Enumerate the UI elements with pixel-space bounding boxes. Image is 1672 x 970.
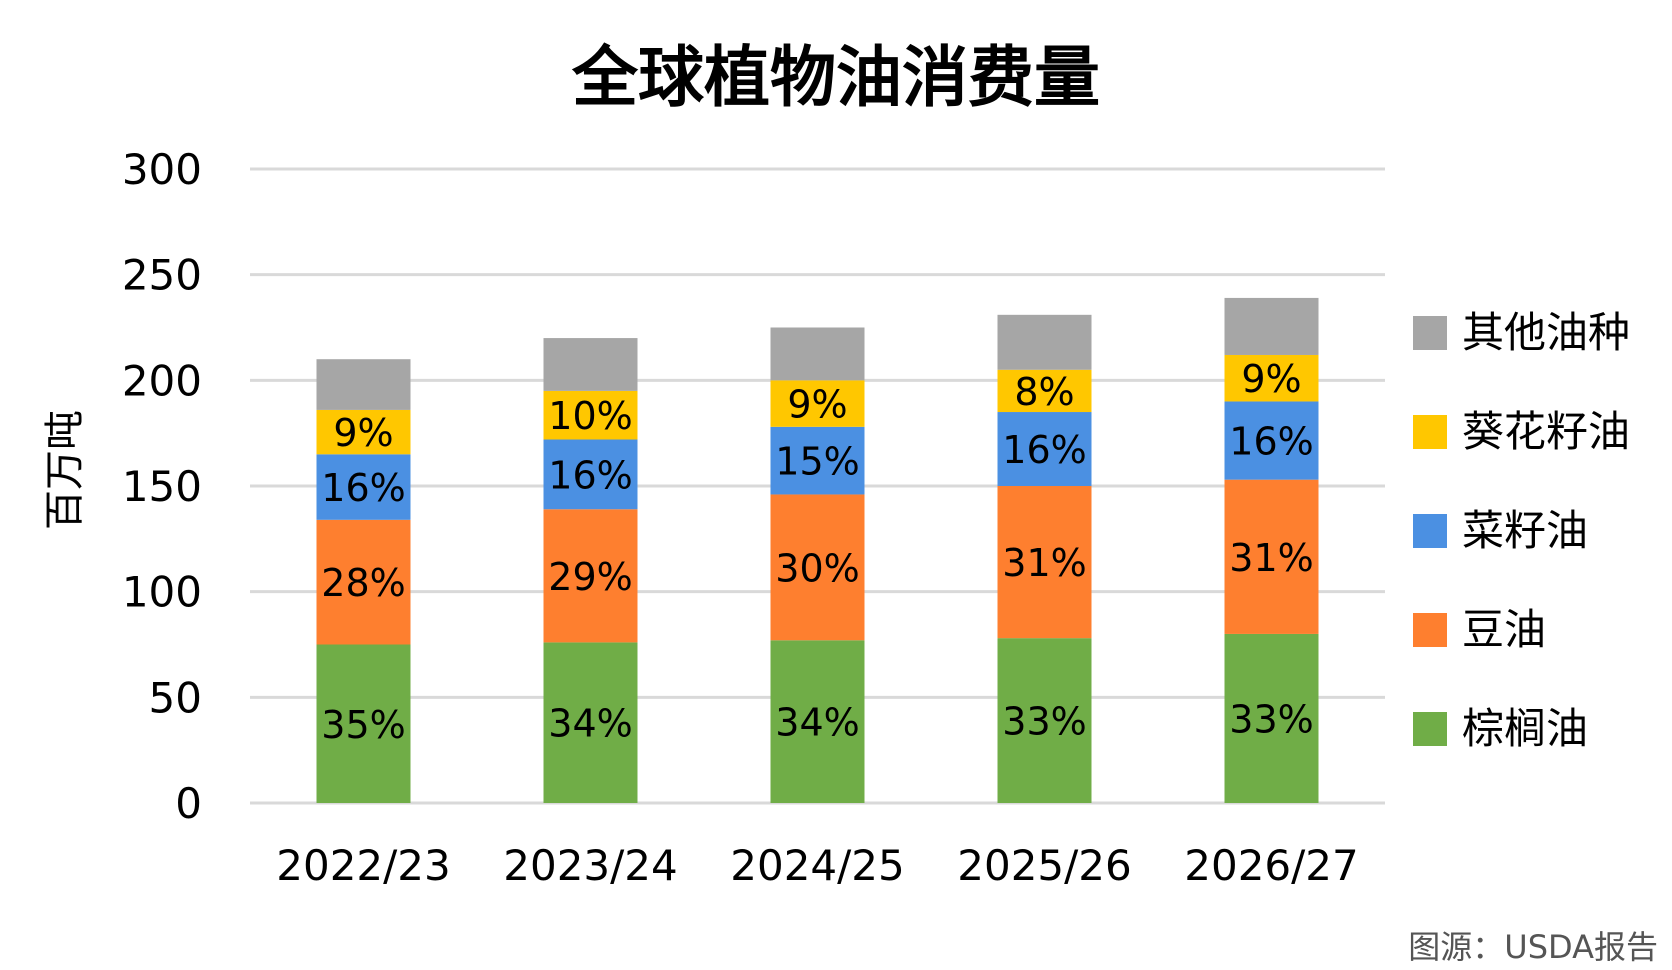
bar-segment [997, 486, 1092, 639]
y-axis-label: 百万吨 [42, 410, 88, 530]
bar-segment [543, 390, 638, 440]
legend-swatch [1413, 712, 1447, 746]
bar-segment [316, 644, 411, 803]
data-label: 33% [1229, 697, 1313, 741]
bar-segment [543, 509, 638, 643]
bar-segment [997, 412, 1092, 486]
data-label: 33% [1002, 700, 1086, 744]
legend-swatch [1413, 613, 1447, 647]
x-axis-ticks: 2022/23 2023/24 2024/25 2025/26 2026/27 [276, 841, 1358, 890]
data-label: 30% [775, 546, 859, 590]
data-label: 34% [548, 702, 632, 746]
bar-segment [1224, 633, 1319, 803]
x-tick-label: 2022/23 [276, 841, 450, 890]
bar-segment [316, 519, 411, 645]
legend-swatch [1413, 415, 1447, 449]
data-label: 35% [321, 703, 405, 747]
legend-label: 菜籽油 [1462, 506, 1588, 555]
bar-segment [1224, 354, 1319, 402]
y-tick-label: 150 [122, 462, 202, 511]
bar-segment [316, 454, 411, 520]
bar-segment [543, 439, 638, 510]
legend-swatch [1413, 514, 1447, 548]
data-label: 16% [548, 453, 632, 497]
chart-title: 全球植物油消费量 [571, 39, 1100, 116]
y-tick-label: 200 [122, 356, 202, 405]
bar-segment [997, 638, 1092, 803]
data-label: 10% [548, 394, 632, 438]
bar-segment [997, 314, 1092, 370]
bar-segment [316, 409, 411, 455]
legend-label: 豆油 [1462, 605, 1546, 654]
x-tick-label: 2026/27 [1184, 841, 1358, 890]
x-tick-label: 2024/25 [730, 841, 904, 890]
data-label: 9% [333, 411, 393, 455]
y-tick-label: 300 [122, 145, 202, 194]
bar-segment [770, 426, 865, 495]
y-tick-label: 50 [149, 673, 202, 722]
data-label: 9% [1241, 357, 1301, 401]
data-label: 16% [1002, 428, 1086, 472]
legend-label: 葵花籽油 [1462, 407, 1630, 456]
y-axis-ticks: 0 50 100 150 200 250 300 [122, 145, 202, 828]
legend-swatch [1413, 316, 1447, 350]
data-label: 31% [1229, 536, 1313, 580]
x-tick-label: 2025/26 [957, 841, 1131, 890]
bar-segment [1224, 297, 1319, 355]
legend-label: 棕榈油 [1462, 704, 1588, 753]
legend-label: 其他油种 [1462, 308, 1630, 357]
bars: 35% 28% 16% 9% 34% 29% 16% 10% 34% 30% 15% 9% 33% 31%… [316, 297, 1319, 803]
data-label: 16% [321, 466, 405, 510]
bar-segment [1224, 479, 1319, 634]
bar-segment [770, 494, 865, 641]
data-label: 15% [775, 440, 859, 484]
y-tick-label: 100 [122, 568, 202, 617]
data-label: 34% [775, 701, 859, 745]
y-tick-label: 0 [175, 779, 202, 828]
data-label: 31% [1002, 541, 1086, 585]
data-label: 28% [321, 561, 405, 605]
bar-segment [770, 640, 865, 803]
bar-segment [997, 369, 1092, 413]
bar-segment [543, 338, 638, 391]
bar-segment [770, 327, 865, 381]
data-label: 29% [548, 555, 632, 599]
source-note: 图源：USDA报告 [1408, 928, 1658, 966]
bar-segment [543, 642, 638, 803]
data-label: 8% [1014, 370, 1074, 414]
x-tick-label: 2023/24 [503, 841, 677, 890]
data-label: 16% [1229, 420, 1313, 464]
y-tick-label: 250 [122, 251, 202, 300]
bar-segment [1224, 401, 1319, 480]
bar-segment [316, 359, 411, 410]
data-label: 9% [787, 383, 847, 427]
bar-segment [770, 380, 865, 427]
